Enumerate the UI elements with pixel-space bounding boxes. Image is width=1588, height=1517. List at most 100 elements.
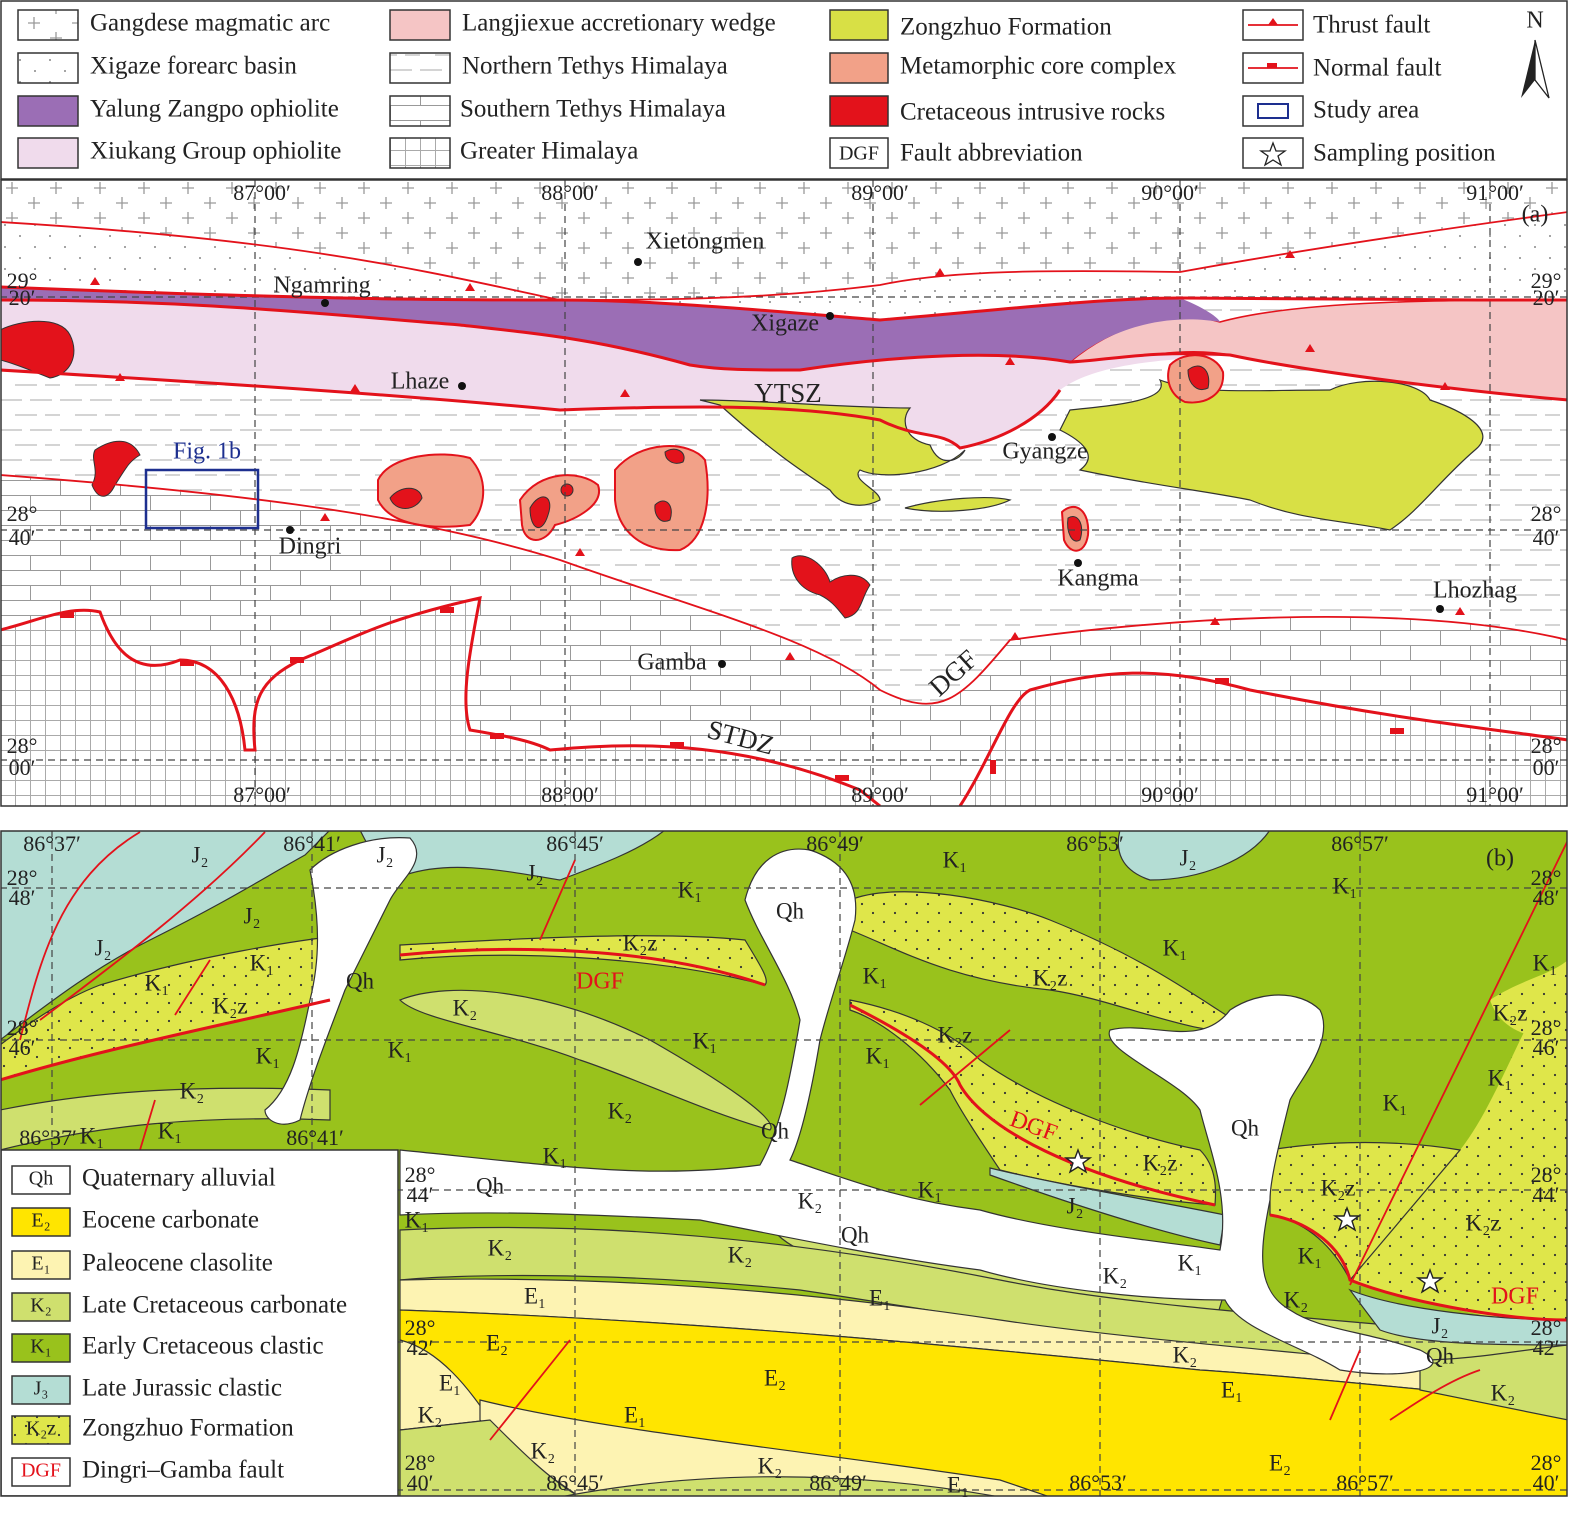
unit-label: K₂z [1493,1000,1528,1025]
legend-label: Eocene carbonate [82,1207,259,1234]
legend-label: Quaternary alluvial [82,1165,276,1192]
unit-label: K₁ [145,970,170,995]
unit-label: K₁ [405,1207,430,1232]
place-label: Lhozhag [1433,578,1517,604]
longitude-label: 86°45′ [546,1470,604,1495]
unit-label: K₂z [1033,965,1068,990]
latitude-degree: 28° [405,1315,436,1340]
place-dot [286,526,294,534]
unit-label: Qh [841,1222,870,1247]
unit-label: K₂z [1321,1175,1356,1200]
place-label: Lhaze [391,369,450,395]
latitude-minute: 48′ [9,885,36,910]
latitude-degree: 28° [405,1162,436,1187]
unit-label: K₁ [693,1028,718,1053]
map-b-frame [0,830,1568,1497]
place-label: Gyangze [1002,439,1087,465]
legend-label: Metamorphic core complex [900,53,1177,80]
place-dot [1074,559,1082,567]
longitude-label: 86°49′ [806,831,864,856]
legend-label: Early Cretaceous clastic [82,1333,324,1360]
place-label: Gamba [637,650,707,676]
place-dot [826,312,834,320]
unit-label: K₂ [180,1078,205,1103]
longitude-label: 86°53′ [1066,831,1124,856]
unit-label: Qh [776,898,805,923]
legend-label: Dingri–Gamba fault [82,1457,284,1484]
legend-label: Langjiexue accretionary wedge [462,10,776,37]
legend-label: Cretaceous intrusive rocks [900,99,1165,126]
legend-swatches [17,9,1550,169]
legend-label: Yalung Zangpo ophiolite [90,96,339,123]
longitude-label: 91°00′ [1466,782,1524,807]
unit-label: K₂ [608,1098,633,1123]
unit-label: Qh [476,1173,505,1198]
latitude-degree: 28° [1531,1315,1562,1340]
unit-label: E₁ [624,1402,646,1427]
unit-label: J₂ [244,903,261,928]
latitude-minute: 42′ [407,1335,434,1360]
longitude-label: 90°00′ [1141,180,1199,205]
legend-label: Normal fault [1313,55,1441,82]
unit-label: K₁ [388,1037,413,1062]
latitude-minute: 48′ [1533,885,1560,910]
longitude-label: 86°57′ [1331,831,1389,856]
unit-label: K₂ [1173,1342,1198,1367]
legend-symbol: DGF [839,143,879,165]
map-a [1,180,1567,806]
unit-label: K₂ [488,1235,513,1260]
unit-label: Qh [346,968,375,993]
place-dot [321,299,329,307]
latitude-degree: 28° [7,1015,38,1040]
legend-label: Northern Tethys Himalaya [462,53,728,80]
unit-label: K₂ [1103,1263,1128,1288]
latitude-minute: 44′ [407,1182,434,1207]
legend-label: Southern Tethys Himalaya [460,96,726,123]
place-dot [634,258,642,266]
unit-label: K₂z [1466,1210,1501,1235]
legend-symbol: K₁ [30,1336,51,1358]
legend-label: Gangdese magmatic arc [90,10,330,37]
unit-label: K₁ [1383,1090,1408,1115]
unit-label: K₁ [943,847,968,872]
unit-label: K₂ [418,1402,443,1427]
panel-label: (b) [1486,846,1514,872]
unit-label: K₁ [1298,1243,1323,1268]
unit-label: J₂ [192,842,209,867]
latitude-degree: 29° [1531,268,1562,293]
unit-label: K₁ [678,877,703,902]
map-a-frame [0,179,1568,807]
longitude-label: 87°00′ [233,180,291,205]
place-dot [1048,433,1056,441]
place-dot [1436,605,1444,613]
legend-label: Greater Himalaya [460,138,638,165]
unit-label: K₁ [1163,935,1188,960]
unit-label: K₂z [623,930,658,955]
longitude-label: 86°37′ [19,1125,77,1150]
legend-label: Paleocene clasolite [82,1250,273,1277]
longitude-label: 86°37′ [23,831,81,856]
latitude-degree: 28° [7,501,38,526]
unit-label: K₂ [531,1438,556,1463]
unit-label: K₂ [1284,1287,1309,1312]
latitude-minute: 20′ [9,285,36,310]
unit-label: K₁ [1488,1065,1513,1090]
unit-label: K₂z [938,1022,973,1047]
latitude-minute: 46′ [9,1035,36,1060]
longitude-label: 87°00′ [233,782,291,807]
latitude-minute: 20′ [1533,285,1560,310]
latitude-degree: 28° [405,1450,436,1475]
latitude-degree: 28° [1531,1015,1562,1040]
legend-symbol: DGF [21,1460,61,1482]
unit-label: Qh [1231,1115,1260,1140]
fault-label: DGF [1491,1284,1539,1310]
map-b [1,831,1567,1496]
unit-label: J₂ [1180,845,1197,870]
place-dot [718,660,726,668]
latitude-minute: 40′ [1533,525,1560,550]
unit-label: K₁ [158,1118,183,1143]
longitude-label: 86°57′ [1336,1470,1394,1495]
latitude-degree: 28° [1531,733,1562,758]
unit-label: J₂ [1432,1313,1449,1338]
